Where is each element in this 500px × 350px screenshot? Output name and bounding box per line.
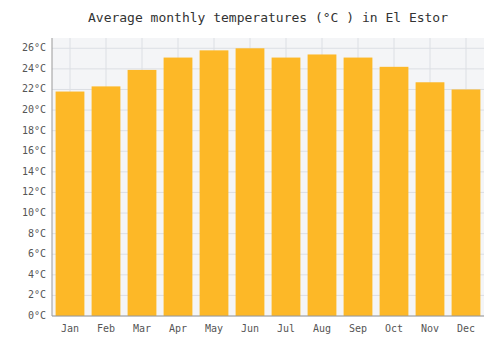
y-tick-label: 8°C — [28, 228, 46, 239]
x-tick-label: Feb — [97, 323, 115, 334]
y-tick-label: 6°C — [28, 248, 46, 259]
bar — [128, 70, 157, 316]
bar — [272, 58, 301, 316]
bar — [380, 67, 409, 316]
bar — [200, 50, 229, 316]
x-tick-label: Apr — [169, 323, 187, 334]
x-tick-label: Sep — [349, 323, 367, 334]
y-tick-label: 26°C — [22, 42, 46, 53]
y-tick-label: 4°C — [28, 269, 46, 280]
y-tick-label: 2°C — [28, 289, 46, 300]
y-axis-line — [52, 38, 53, 316]
bars — [56, 48, 481, 316]
y-tick-label: 18°C — [22, 125, 46, 136]
bar — [416, 82, 445, 316]
x-tick-label: Oct — [385, 323, 403, 334]
x-tick-label: Aug — [313, 323, 331, 334]
x-tick-label: Jul — [277, 323, 295, 334]
y-grid-line — [52, 316, 484, 317]
x-tick-label: Dec — [457, 323, 475, 334]
plot-area — [52, 38, 484, 316]
y-tick-label: 10°C — [22, 207, 46, 218]
x-tick-label: Jan — [61, 323, 79, 334]
x-tick-label: Jun — [241, 323, 259, 334]
bar — [452, 89, 481, 316]
x-tick-labels: Jan Feb Mar Apr May Jun Jul Aug Sep Oct Nov Dec — [61, 323, 475, 334]
y-tick-label: 22°C — [22, 83, 46, 94]
x-tick-label: Nov — [421, 323, 439, 334]
y-grid-line — [52, 48, 484, 49]
x-tick-label: May — [205, 323, 223, 334]
y-tick-label: 24°C — [22, 63, 46, 74]
y-tick-label: 14°C — [22, 166, 46, 177]
bar — [344, 58, 373, 316]
bar — [236, 48, 265, 316]
y-tick-label: 12°C — [22, 186, 46, 197]
title: Average monthly temperatures (°C ) in El… — [88, 10, 448, 25]
bar — [164, 58, 193, 316]
bar — [56, 92, 85, 316]
bar — [308, 54, 337, 316]
y-tick-label: 16°C — [22, 145, 46, 156]
chart: 0°C 2°C 4°C 6°C 8°C 10°C 12°C 14°C 16°C 18°C 20°C 2… — [0, 0, 500, 350]
y-tick-label: 0°C — [28, 310, 46, 321]
y-grid-line — [52, 68, 484, 69]
y-tick-labels: 0°C 2°C 4°C 6°C 8°C 10°C 12°C 14°C 16°C 18°C 20°C 2… — [22, 42, 46, 321]
grid — [52, 38, 484, 316]
y-tick-label: 20°C — [22, 104, 46, 115]
bar — [92, 86, 121, 316]
x-tick-label: Mar — [133, 323, 151, 334]
x-axis-line — [52, 316, 484, 317]
